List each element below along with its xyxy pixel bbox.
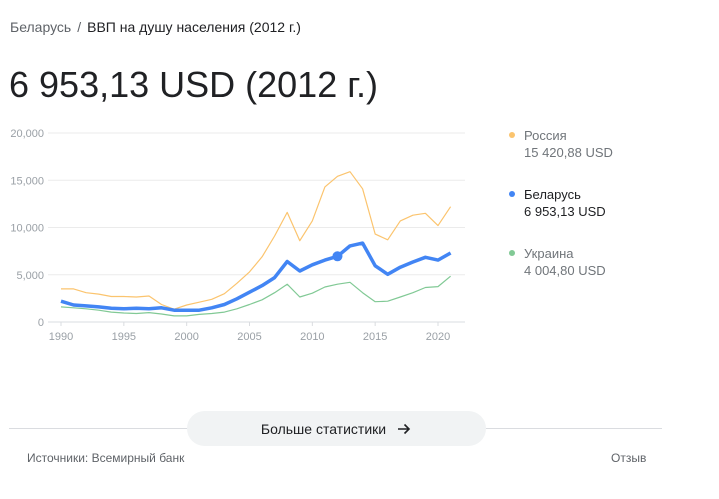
- legend-name: Россия: [524, 128, 567, 143]
- more-stats-button[interactable]: Больше статистики: [187, 411, 486, 446]
- y-tick-label: 5,000: [16, 270, 44, 282]
- legend-dot: [509, 191, 515, 197]
- x-tick-label: 2005: [237, 331, 261, 343]
- legend-value: 15 420,88 USD: [524, 145, 613, 160]
- y-tick-label: 0: [38, 317, 44, 329]
- y-tick-label: 15,000: [10, 175, 44, 187]
- legend-name: Беларусь: [524, 187, 581, 202]
- sources-text: Источники: Всемирный банк: [27, 451, 185, 465]
- more-stats-label: Больше статистики: [260, 420, 387, 437]
- breadcrumb: Беларусь / ВВП на душу населения (2012 г.): [10, 19, 301, 35]
- breadcrumb-country[interactable]: Беларусь: [10, 19, 72, 35]
- y-tick-label: 10,000: [10, 223, 44, 235]
- gdp-line-chart: 0 5,000 10,000 15,000 20,000 1990 1995 2000 2005…: [10, 128, 465, 343]
- legend-dot: [509, 250, 515, 256]
- chart-legend: Россия 15 420,88 USD Беларусь 6 953,13 USD…: [508, 127, 613, 304]
- series-line-1: [60, 241, 452, 312]
- x-tick-label: 2020: [426, 331, 450, 343]
- legend-item-belarus[interactable]: Беларусь 6 953,13 USD: [508, 186, 613, 220]
- x-tick-label: 2010: [300, 331, 324, 343]
- series-line-0: [61, 171, 452, 310]
- series-line-2: [60, 275, 451, 317]
- x-tick-label: 1990: [49, 331, 73, 343]
- feedback-link[interactable]: Отзыв: [611, 451, 647, 465]
- x-tick-label: 2000: [174, 331, 198, 343]
- legend-value: 4 004,80 USD: [524, 263, 606, 278]
- x-tick-label: 1995: [112, 331, 136, 343]
- y-tick-label: 20,000: [10, 128, 44, 140]
- breadcrumb-separator: /: [77, 19, 82, 35]
- legend-name: Украина: [524, 246, 574, 261]
- arrow-right-icon: [398, 423, 411, 434]
- legend-item-russia[interactable]: Россия 15 420,88 USD: [508, 127, 613, 161]
- page-title: 6 953,13 USD (2012 г.): [9, 64, 378, 105]
- breadcrumb-topic: ВВП на душу населения (2012 г.): [87, 19, 301, 35]
- legend-item-ukraine[interactable]: Украина 4 004,80 USD: [508, 245, 613, 279]
- legend-value: 6 953,13 USD: [524, 204, 606, 219]
- legend-dot: [509, 132, 515, 138]
- x-tick-label: 2015: [363, 331, 387, 343]
- highlight-point: [332, 251, 343, 262]
